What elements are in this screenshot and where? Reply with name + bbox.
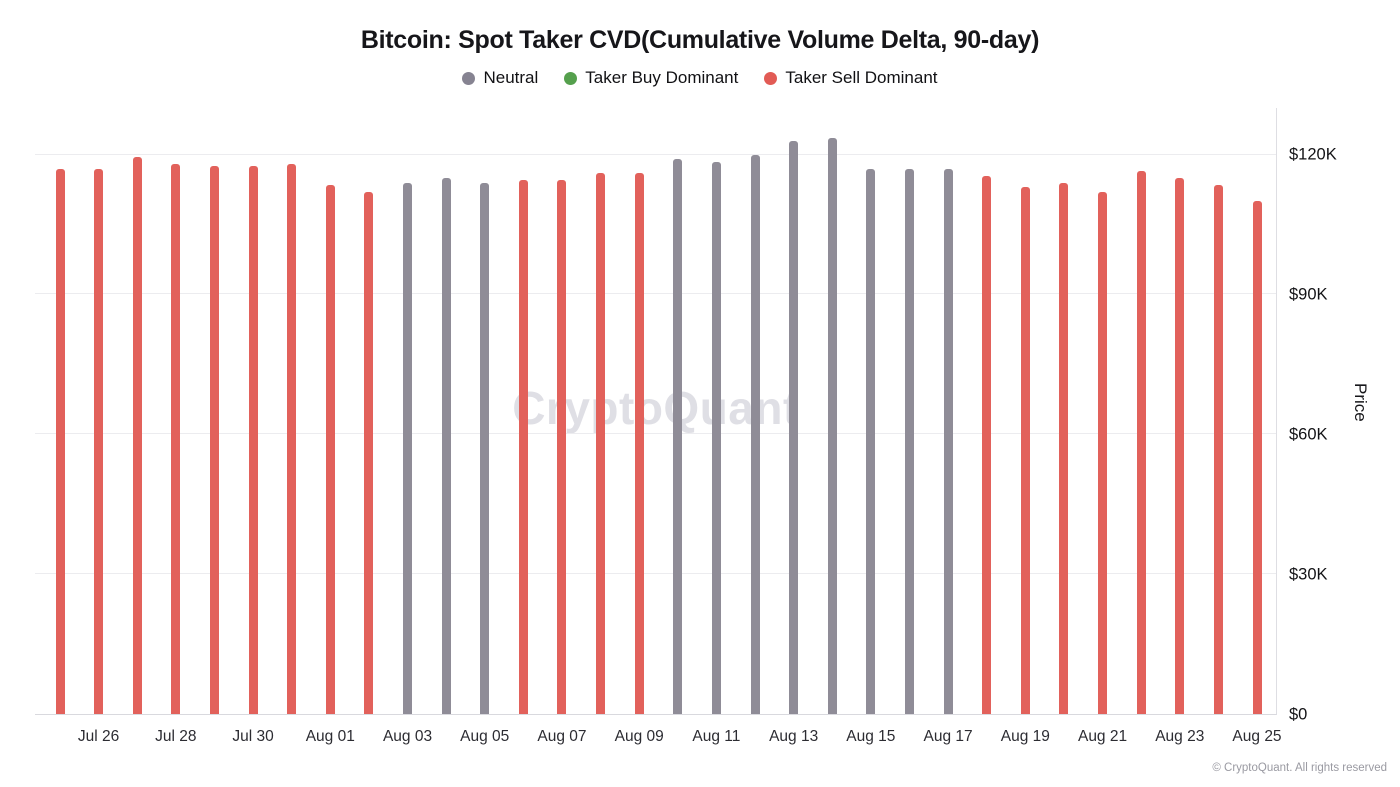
x-tick-label: Aug 09 [614, 728, 664, 745]
bar-sell[interactable] [1252, 201, 1262, 714]
x-tick-label: Aug 05 [460, 728, 510, 745]
y-tick-label: $60K [1289, 425, 1328, 444]
bar-neutral[interactable] [441, 177, 451, 714]
bar-sell[interactable] [209, 166, 219, 714]
bar-sell[interactable] [1136, 170, 1146, 714]
bar-sell[interactable] [287, 163, 297, 714]
sell-dot-icon [764, 71, 778, 85]
bar-neutral[interactable] [480, 182, 490, 714]
x-tick-label: Aug 11 [692, 728, 741, 745]
bar-sell[interactable] [1098, 191, 1108, 714]
legend-item-taker-buy[interactable]: Taker Buy Dominant [564, 68, 738, 88]
gridline [35, 433, 1276, 435]
plot-area: CryptoQuant [35, 108, 1277, 715]
x-tick-label: Aug 07 [537, 728, 587, 745]
bar-neutral[interactable] [827, 138, 837, 714]
x-tick-label: Aug 21 [1077, 728, 1128, 745]
bar-neutral[interactable] [943, 168, 953, 714]
bar-neutral[interactable] [711, 161, 721, 714]
bar-sell[interactable] [132, 156, 142, 714]
copyright-footer: © CryptoQuant. All rights reserved [1212, 762, 1387, 774]
legend-item-taker-sell[interactable]: Taker Sell Dominant [764, 68, 938, 88]
x-tick-label: Aug 01 [305, 728, 355, 745]
legend-item-neutral[interactable]: Neutral [462, 68, 538, 88]
legend-label: Taker Buy Dominant [585, 68, 739, 87]
bar-sell[interactable] [1020, 187, 1030, 714]
x-tick-label: Jul 28 [155, 728, 197, 745]
bar-sell[interactable] [325, 184, 335, 714]
x-tick-label: Aug 25 [1232, 728, 1282, 745]
bar-neutral[interactable] [789, 140, 799, 714]
x-axis: Jul 26 Jul 28 Jul 30 Aug 01 Aug 03 Aug 05 Aug … [35, 724, 1282, 750]
y-axis: $0 $30K $60K $90K $120K [1289, 108, 1364, 723]
x-tick-label: Aug 17 [923, 728, 973, 745]
y-tick-label: $30K [1289, 565, 1328, 584]
x-tick-label: Aug 03 [382, 728, 433, 745]
y-tick-label: $120K [1289, 145, 1337, 164]
bar-sell[interactable] [1213, 184, 1223, 714]
bar-sell[interactable] [634, 173, 644, 714]
legend-label: Taker Sell Dominant [785, 68, 938, 87]
buy-dot-icon [564, 71, 578, 85]
gridline [35, 573, 1276, 575]
gridline [35, 153, 1276, 155]
x-tick-label: Aug 15 [846, 728, 896, 745]
x-tick-label: Jul 30 [232, 728, 274, 745]
bar-sell[interactable] [364, 191, 374, 714]
bar-sell[interactable] [1175, 177, 1185, 714]
bar-sell[interactable] [518, 180, 528, 714]
x-tick-label: Aug 23 [1155, 728, 1205, 745]
neutral-dot-icon [462, 71, 476, 85]
chart-title: Bitcoin: Spot Taker CVD(Cumulative Volum… [360, 26, 1040, 54]
bar-sell[interactable] [557, 180, 567, 714]
y-tick-label: $90K [1289, 285, 1328, 304]
bar-sell[interactable] [982, 175, 992, 714]
legend-label: Neutral [483, 68, 539, 87]
x-tick-label: Aug 19 [1000, 728, 1050, 745]
bar-sell[interactable] [1059, 182, 1069, 714]
bar-neutral[interactable] [750, 154, 760, 714]
bar-sell[interactable] [248, 166, 258, 714]
x-tick-label: Jul 26 [77, 728, 120, 745]
bar-neutral[interactable] [866, 168, 876, 714]
legend: Neutral Taker Buy Dominant Taker Sell Do… [0, 68, 1400, 88]
bar-sell[interactable] [596, 173, 606, 714]
bar-sell[interactable] [55, 168, 65, 714]
bar-sell[interactable] [94, 168, 104, 714]
gridline [35, 293, 1276, 295]
y-tick-label: $0 [1289, 705, 1308, 724]
bar-neutral[interactable] [673, 159, 683, 714]
bar-neutral[interactable] [403, 182, 413, 714]
bar-neutral[interactable] [904, 168, 914, 714]
y-axis-title: Price [1351, 383, 1370, 422]
x-tick-label: Aug 13 [769, 728, 819, 745]
bar-sell[interactable] [171, 163, 181, 714]
